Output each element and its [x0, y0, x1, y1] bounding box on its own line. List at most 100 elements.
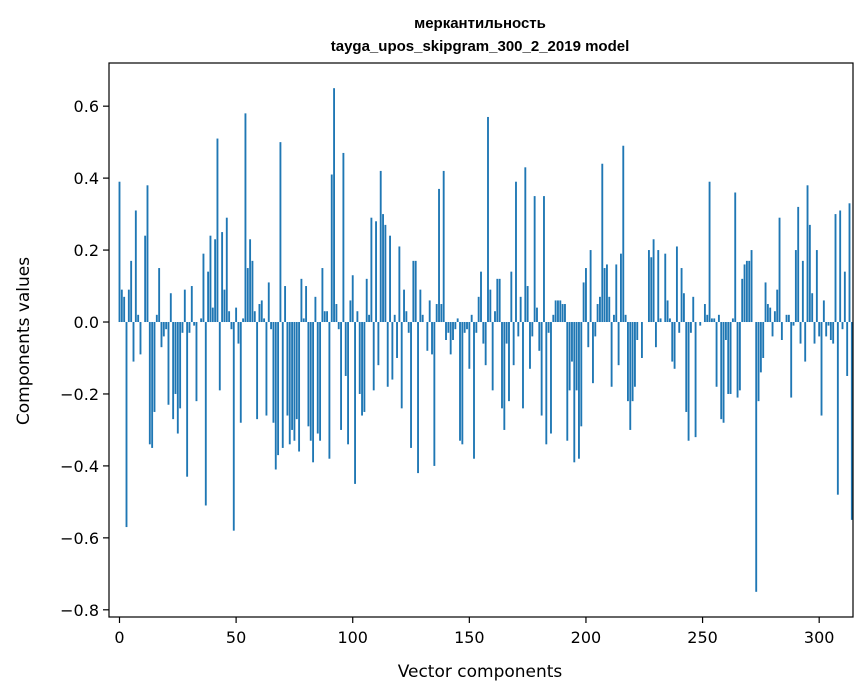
bar — [557, 300, 559, 323]
bar — [340, 322, 342, 430]
bar — [687, 322, 690, 441]
plot-frame — [108, 62, 854, 618]
bar — [724, 322, 727, 340]
bar — [244, 113, 247, 323]
bar — [120, 289, 123, 323]
bar — [533, 196, 536, 323]
bar — [456, 318, 459, 323]
y-tick-label: −0.8 — [60, 601, 99, 620]
bar — [526, 286, 529, 323]
bar — [587, 322, 590, 348]
bar — [160, 322, 163, 348]
bar — [328, 322, 331, 459]
bar — [148, 322, 151, 445]
bar — [389, 235, 391, 323]
bar — [174, 322, 177, 394]
bar — [729, 322, 732, 394]
bar — [571, 322, 573, 362]
bar — [682, 293, 685, 323]
bar — [284, 286, 287, 323]
bar — [487, 116, 489, 323]
bar — [715, 322, 718, 387]
bar — [179, 322, 182, 409]
bar — [629, 322, 632, 430]
bar — [647, 250, 650, 323]
bar — [494, 311, 496, 323]
bar — [211, 307, 214, 323]
bar — [750, 250, 753, 323]
bar — [538, 322, 541, 351]
bar — [167, 322, 170, 405]
bar — [386, 322, 389, 387]
bar — [193, 322, 196, 326]
bar — [379, 170, 382, 323]
bar — [694, 322, 697, 438]
bar — [407, 322, 410, 333]
bar — [365, 278, 368, 323]
bar — [256, 322, 259, 420]
bar — [172, 322, 175, 420]
x-tick-label: 100 — [337, 628, 368, 647]
bar — [559, 300, 562, 323]
bar — [825, 322, 828, 337]
bar — [543, 196, 545, 323]
bar — [242, 318, 245, 323]
bar — [606, 264, 608, 323]
bar — [631, 322, 634, 402]
bar — [585, 268, 587, 323]
bar — [321, 268, 324, 323]
bar — [326, 311, 329, 323]
bar — [155, 314, 158, 323]
bars-group — [118, 88, 853, 592]
y-ticks: −0.8 −0.6 −0.4 −0.2 0.0 0.2 0.4 0.6 — [60, 97, 109, 620]
bar — [319, 322, 322, 441]
bar — [608, 296, 611, 323]
bar — [846, 322, 849, 376]
bar — [550, 322, 552, 434]
bar — [293, 322, 296, 441]
bar — [822, 300, 825, 323]
bar — [575, 322, 578, 391]
bar — [414, 260, 417, 323]
bar — [759, 322, 762, 373]
bar — [762, 322, 765, 358]
bar — [267, 282, 270, 323]
bar — [685, 322, 688, 412]
bar — [188, 322, 191, 333]
bar — [358, 322, 361, 394]
bar — [601, 163, 604, 323]
bar — [634, 322, 636, 387]
bar — [428, 300, 431, 323]
bar — [617, 322, 620, 366]
bar — [230, 322, 233, 330]
bar — [673, 322, 676, 369]
bar — [426, 322, 429, 351]
bar — [272, 322, 275, 423]
bar — [232, 322, 235, 531]
bar — [596, 304, 599, 323]
bar — [764, 282, 767, 323]
bar — [547, 322, 550, 333]
bar — [654, 322, 657, 348]
bar — [449, 322, 452, 355]
bar — [344, 322, 347, 376]
bar — [836, 322, 839, 495]
bar — [421, 314, 424, 323]
bar — [501, 322, 503, 409]
y-tick-label: −0.2 — [60, 385, 99, 404]
bar — [309, 322, 312, 441]
bar — [445, 322, 447, 340]
bar — [342, 152, 345, 323]
bar — [335, 304, 338, 323]
bar — [778, 217, 781, 323]
bar — [144, 235, 147, 323]
bar — [286, 322, 289, 416]
bar — [461, 322, 464, 445]
bar — [610, 322, 613, 387]
x-tick-label: 200 — [571, 628, 602, 647]
bar — [592, 322, 594, 384]
bar — [123, 296, 126, 323]
bar — [391, 322, 394, 380]
y-tick-label: −0.6 — [60, 529, 99, 548]
bar — [603, 268, 606, 323]
